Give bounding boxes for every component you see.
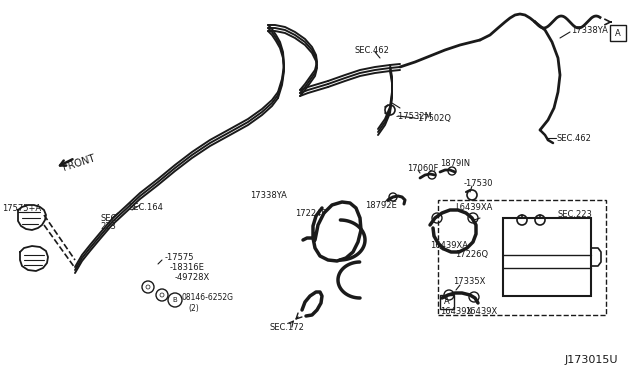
Bar: [610, 25, 626, 41]
Text: B: B: [173, 297, 177, 303]
Text: -49728X: -49728X: [175, 273, 211, 282]
Text: J173015U: J173015U: [565, 355, 618, 365]
Text: -17532M: -17532M: [396, 112, 433, 121]
Text: A: A: [444, 298, 450, 307]
Text: 17226Q: 17226Q: [455, 250, 488, 260]
Text: SEC.: SEC.: [100, 214, 119, 222]
Text: 08146-6252G: 08146-6252G: [182, 294, 234, 302]
Text: -18316E: -18316E: [170, 263, 205, 273]
Text: 16439XA: 16439XA: [430, 241, 468, 250]
Text: 17338YA: 17338YA: [571, 26, 608, 35]
Text: 223: 223: [100, 221, 116, 231]
Text: FRONT: FRONT: [62, 153, 97, 173]
Text: A: A: [615, 29, 621, 38]
Text: 17060F: 17060F: [407, 164, 438, 173]
Text: 17335X: 17335X: [453, 276, 485, 285]
Bar: [440, 295, 454, 309]
Circle shape: [146, 285, 150, 289]
Text: SEC.172: SEC.172: [270, 323, 305, 331]
Text: SEC.223: SEC.223: [558, 209, 593, 218]
Text: L6439XA: L6439XA: [455, 202, 492, 212]
Text: SEC.462: SEC.462: [355, 45, 390, 55]
Text: -17530: -17530: [464, 179, 493, 187]
Text: 16439X: 16439X: [440, 308, 472, 317]
Text: -17502Q: -17502Q: [416, 113, 452, 122]
Text: 17338YA: 17338YA: [250, 190, 287, 199]
Text: 17575+A: 17575+A: [2, 203, 41, 212]
Text: -17575: -17575: [165, 253, 195, 263]
Text: 18792E: 18792E: [365, 201, 397, 209]
Text: 1879IN: 1879IN: [440, 158, 470, 167]
Bar: [503, 218, 591, 296]
Text: SEC.462: SEC.462: [557, 134, 592, 142]
Text: 17224P: 17224P: [295, 208, 326, 218]
Text: SEC.164: SEC.164: [128, 202, 163, 212]
Bar: [438, 200, 606, 315]
Text: (2): (2): [188, 304, 199, 312]
Circle shape: [160, 293, 164, 297]
Text: 16439X: 16439X: [465, 308, 497, 317]
